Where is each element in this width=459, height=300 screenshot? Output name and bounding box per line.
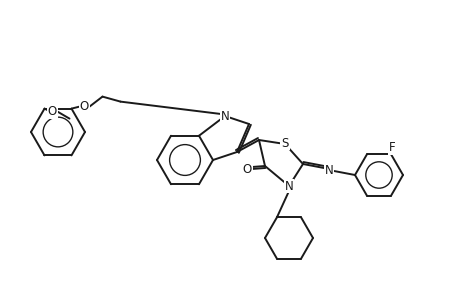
Text: S: S	[281, 136, 288, 149]
Text: O: O	[80, 100, 89, 113]
Text: O: O	[48, 105, 57, 118]
Text: N: N	[324, 164, 333, 176]
Text: F: F	[388, 141, 394, 154]
Text: N: N	[284, 179, 293, 193]
Text: N: N	[220, 110, 229, 122]
Text: O: O	[242, 163, 251, 176]
